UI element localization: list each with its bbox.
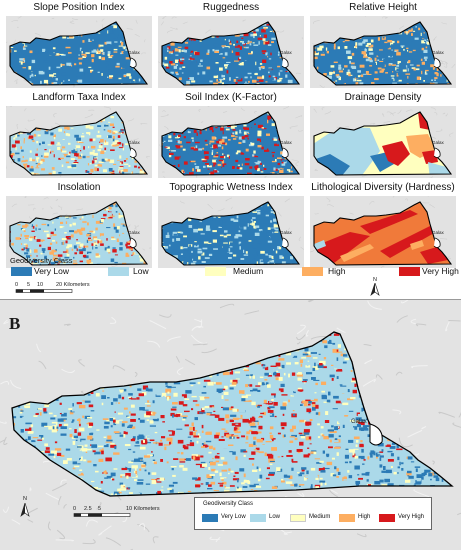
legend-a-swatch-very-high [399,267,420,276]
legend-b-swatch-medium [290,514,306,522]
north-b-label: N [23,496,27,502]
svg-text:Galax: Galax [128,140,141,145]
scale-b-tick-2: 5 [98,506,102,512]
svg-text:Galax: Galax [432,230,445,235]
scale-a-tick-0: 0 [15,282,19,288]
legend-b-label-very-low: Very Low [221,514,246,520]
legend-a-title: Geodiversity Class [10,256,73,265]
legend-b-label-very-high: Very High [398,514,425,520]
panel-a-title-4: Landform Taxa Index [32,92,126,103]
legend-b-swatch-low [250,514,266,522]
panel-a-title-6: Drainage Density [344,92,422,103]
scale-a-tick-3: 20 Kilometers [56,282,90,288]
svg-text:Galax: Galax [280,140,293,145]
legend-a-label-medium: Medium [233,266,264,276]
panel-a-map-2: Galax [158,16,304,88]
legend-b-swatch-very-low [202,514,218,522]
legend-b-swatch-very-high [379,514,395,522]
scale-b-tick-0: 0 [73,506,77,512]
panel-a-map-8: Galax [158,196,304,268]
legend-a-label-very-low: Very Low [34,266,69,276]
panel-a-map-5: Galax [158,106,304,178]
scale-b-tick-3: 10 Kilometers [126,506,160,512]
svg-text:Galax: Galax [280,50,293,55]
scale-b-bar [73,513,131,517]
scale-b-tick-1: 2.5 [84,506,92,512]
panel-a-title-8: Topographic Wetness Index [169,182,293,193]
legend-b-label-high: High [358,514,371,520]
panel-a-map-4: Galax [6,106,152,178]
legend-b-title: Geodiversity Class [203,501,254,507]
legend-a-swatch-medium [205,267,226,276]
panel-a-title-5: Soil Index (K-Factor) [185,92,277,103]
scale-a-tick-2: 10 [37,282,44,288]
panel-b-town-label: Galax [351,419,367,425]
svg-text:Galax: Galax [128,230,141,235]
legend-a-swatch-very-low [11,267,32,276]
legend-b-swatch-high [339,514,355,522]
panel-a-map-3: Galax [310,16,456,88]
svg-text:Galax: Galax [432,140,445,145]
panel-a-map-6: Galax [310,106,456,178]
panel-a-title-7: Insolation [57,182,101,193]
svg-text:Galax: Galax [280,230,293,235]
scale-a-bar [15,289,73,293]
panel-a-map-1: Galax [6,16,152,88]
panel-divider [0,299,461,300]
panel-a-map-7: Galax [6,196,152,268]
svg-text:Galax: Galax [128,50,141,55]
panel-a-title-1: Slope Position Index [33,2,125,13]
panel-b-letter: B [9,314,21,333]
legend-a-label-very-high: Very High [422,266,459,276]
panel-a-map-9: Galax [310,196,456,268]
north-a-label: N [373,277,377,283]
legend-b-label-medium: Medium [309,514,331,520]
legend-b-label-low: Low [269,514,281,520]
legend-a-swatch-high [302,267,323,276]
legend-a-label-high: High [328,266,346,276]
panel-a-title-2: Ruggedness [202,2,260,13]
panel-a-title-3: Relative Height [349,2,417,13]
legend-a-label-low: Low [133,266,149,276]
legend-b: Geodiversity Class Very Low Low Medium H… [194,497,432,530]
svg-text:Galax: Galax [432,50,445,55]
north-arrow-b-icon [20,503,30,517]
legend-a-swatch-low [108,267,129,276]
north-arrow-a-icon [370,283,380,296]
panel-a-title-9: Lithological Diversity (Hardness) [311,182,455,193]
scale-a-tick-1: 5 [27,282,31,288]
